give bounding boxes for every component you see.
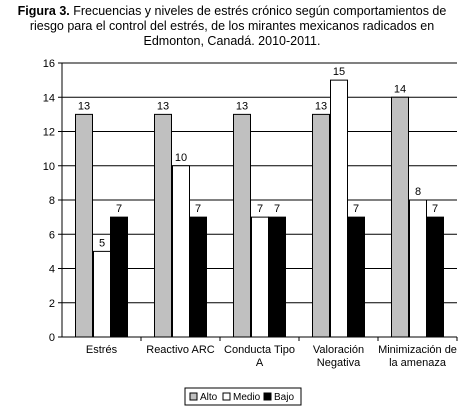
data-label-bg (429, 202, 441, 216)
data-label-medio-4: 8 (412, 185, 424, 198)
data-label-bg (412, 185, 424, 198)
bar-medio-0 (93, 250, 111, 338)
y-tick-label-7: 14 (43, 92, 55, 104)
data-label-text-alto-1: 13 (157, 100, 169, 112)
data-label-text-alto-3: 13 (315, 100, 327, 112)
data-label-text-alto-2: 13 (236, 100, 248, 112)
data-label-text-bajo-2: 7 (274, 203, 280, 215)
data-label-text-medio-0: 5 (99, 237, 105, 249)
bar-bajo-4 (426, 216, 444, 338)
data-label-bg (75, 99, 93, 113)
data-label-alto-0: 13 (75, 99, 93, 113)
y-tick-label-0: 0 (49, 332, 55, 344)
legend-swatch-alto (189, 392, 198, 401)
data-label-bajo-1: 7 (192, 202, 204, 216)
y-tick-label-1: 2 (49, 298, 55, 310)
bar-medio-1 (172, 165, 190, 338)
data-label-medio-2: 7 (254, 202, 266, 216)
data-label-alto-4: 14 (391, 82, 409, 96)
data-label-text-medio-4: 8 (415, 186, 421, 198)
figure-caption-label: Figura 3. (17, 4, 70, 18)
legend-swatch-bajo (263, 392, 272, 401)
data-label-text-alto-4: 14 (394, 83, 406, 95)
y-tick-label-6: 12 (43, 127, 55, 139)
bar-alto-0 (75, 113, 93, 338)
data-label-bg (271, 202, 283, 216)
data-label-text-bajo-4: 7 (432, 203, 438, 215)
y-tick-label-2: 4 (49, 264, 55, 276)
data-label-bg (391, 82, 409, 96)
bar-alto-4 (391, 96, 409, 338)
data-label-alto-2: 13 (233, 99, 251, 113)
x-tick-label-4-0: Minimización de (378, 344, 457, 356)
data-label-text-bajo-1: 7 (195, 203, 201, 215)
legend-label-alto: Alto (200, 392, 218, 403)
legend-box (184, 387, 302, 406)
y-tick-label-5: 10 (43, 161, 55, 173)
data-label-medio-1: 10 (172, 150, 190, 164)
x-tick-label-0-0: Estrés (86, 344, 118, 356)
x-tick-label-2-1: A (256, 357, 264, 369)
bar-bajo-2 (268, 216, 286, 338)
data-label-bajo-0: 7 (113, 202, 125, 216)
y-tick-label-3: 6 (49, 229, 55, 241)
legend-label-medio: Medio (233, 392, 261, 403)
figure-caption: Figura 3. Frecuencias y niveles de estré… (0, 4, 464, 49)
data-label-text-bajo-0: 7 (116, 203, 122, 215)
data-label-bg (312, 99, 330, 113)
bar-medio-2 (251, 216, 269, 338)
data-label-alto-3: 13 (312, 99, 330, 113)
y-tick-label-4: 8 (49, 195, 55, 207)
data-label-text-medio-2: 7 (257, 203, 263, 215)
bar-medio-4 (409, 199, 427, 338)
data-label-text-medio-3: 15 (333, 66, 345, 78)
data-label-bg (350, 202, 362, 216)
data-label-text-alto-0: 13 (78, 100, 90, 112)
y-tick-label-8: 16 (43, 58, 55, 70)
legend-label-bajo: Bajo (274, 392, 294, 403)
bar-alto-2 (233, 113, 251, 338)
data-label-bg (192, 202, 204, 216)
data-label-bg (172, 150, 190, 164)
bar-bajo-1 (189, 216, 207, 338)
legend-swatch-medio (222, 392, 231, 401)
data-label-bg (330, 65, 348, 79)
data-label-bajo-4: 7 (429, 202, 441, 216)
figure-caption-text: Frecuencias y niveles de estrés crónico … (29, 4, 447, 48)
data-label-medio-0: 5 (96, 236, 108, 250)
data-label-bg (113, 202, 125, 216)
data-label-text-bajo-3: 7 (353, 203, 359, 215)
bar-alto-1 (154, 113, 172, 338)
bar-alto-3 (312, 113, 330, 338)
data-label-alto-1: 13 (154, 99, 172, 113)
data-label-bg (254, 202, 266, 216)
data-label-bg (96, 236, 108, 250)
x-tick-label-3-1: Negativa (317, 357, 361, 369)
data-label-text-medio-1: 10 (175, 152, 187, 164)
bar-medio-3 (330, 79, 348, 338)
bar-bajo-0 (110, 216, 128, 338)
x-tick-label-1-0: Reactivo ARC (146, 344, 215, 356)
x-tick-label-2-0: Conducta Tipo (224, 344, 295, 356)
x-tick-label-4-1: la amenaza (389, 357, 447, 369)
x-tick-label-3-0: Valoración (313, 344, 364, 356)
bar-bajo-3 (347, 216, 365, 338)
data-label-bajo-2: 7 (271, 202, 283, 216)
data-label-bg (154, 99, 172, 113)
data-label-bg (233, 99, 251, 113)
data-label-bajo-3: 7 (350, 202, 362, 216)
data-label-medio-3: 15 (330, 65, 348, 79)
